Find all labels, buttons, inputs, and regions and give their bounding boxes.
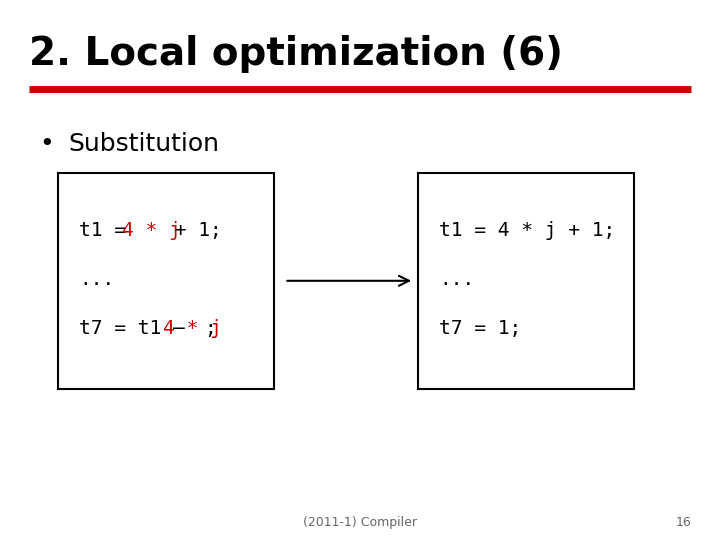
Text: Substitution: Substitution bbox=[68, 132, 220, 156]
Text: (2011-1) Compiler: (2011-1) Compiler bbox=[303, 516, 417, 529]
Text: + 1;: + 1; bbox=[163, 221, 222, 240]
Text: ;: ; bbox=[204, 319, 216, 338]
Text: t7 = t1 –: t7 = t1 – bbox=[79, 319, 197, 338]
FancyBboxPatch shape bbox=[418, 173, 634, 389]
Text: ...: ... bbox=[439, 270, 474, 289]
Text: ...: ... bbox=[79, 270, 114, 289]
FancyBboxPatch shape bbox=[58, 173, 274, 389]
Text: •: • bbox=[40, 132, 54, 156]
Text: t1 = 4 * j + 1;: t1 = 4 * j + 1; bbox=[439, 221, 616, 240]
Text: t7 = 1;: t7 = 1; bbox=[439, 319, 521, 338]
Text: 4 * j: 4 * j bbox=[122, 221, 181, 240]
Text: 2. Local optimization (6): 2. Local optimization (6) bbox=[29, 35, 563, 73]
Text: t1 =: t1 = bbox=[79, 221, 138, 240]
Text: 4 * j: 4 * j bbox=[163, 319, 222, 338]
Text: 16: 16 bbox=[675, 516, 691, 529]
